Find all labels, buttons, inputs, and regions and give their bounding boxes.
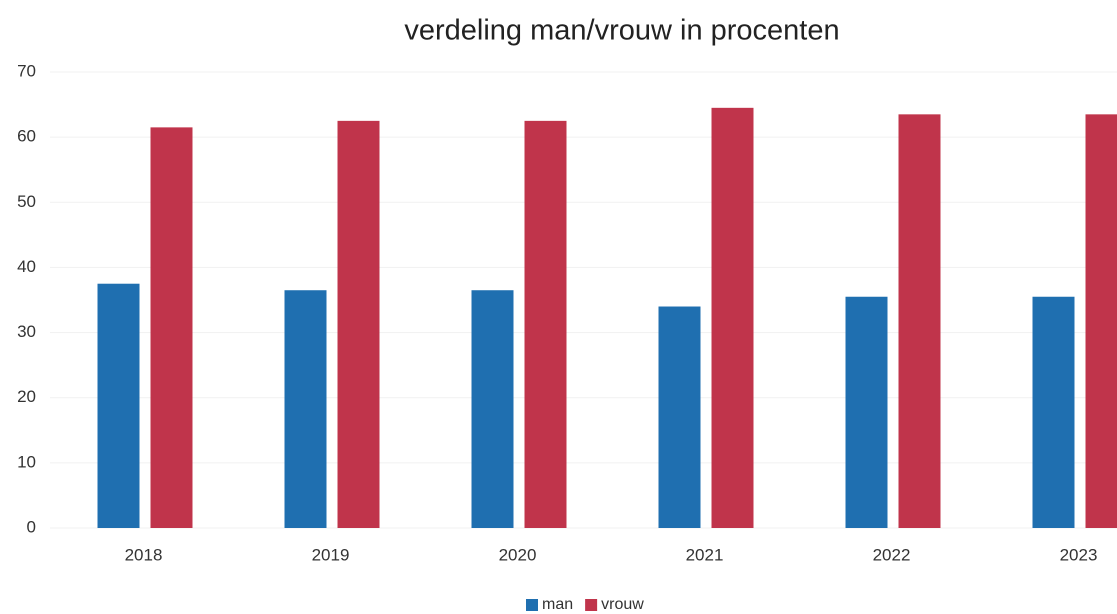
bar bbox=[471, 290, 514, 528]
bar bbox=[97, 283, 140, 528]
x-tick-label: 2021 bbox=[686, 545, 724, 564]
y-tick-label: 70 bbox=[17, 61, 36, 80]
x-tick-label: 2023 bbox=[1060, 545, 1098, 564]
y-tick-label: 0 bbox=[27, 517, 36, 536]
x-tick-label: 2019 bbox=[312, 545, 350, 564]
bar bbox=[284, 290, 327, 528]
legend-swatch bbox=[526, 599, 538, 611]
bar bbox=[658, 306, 701, 528]
y-tick-label: 60 bbox=[17, 127, 36, 146]
legend-label: man bbox=[542, 596, 573, 613]
legend-swatch bbox=[585, 599, 598, 611]
x-tick-label: 2022 bbox=[873, 545, 911, 564]
bar bbox=[150, 127, 193, 528]
bar bbox=[711, 107, 754, 528]
x-tick-label: 2018 bbox=[125, 545, 163, 564]
bar bbox=[1032, 296, 1075, 528]
bar bbox=[845, 296, 888, 528]
bar bbox=[1085, 114, 1117, 528]
bar bbox=[524, 120, 567, 528]
y-tick-label: 10 bbox=[17, 452, 36, 471]
y-tick-label: 40 bbox=[17, 257, 36, 276]
y-tick-label: 20 bbox=[17, 387, 36, 406]
bar bbox=[337, 120, 380, 528]
x-tick-label: 2020 bbox=[499, 545, 537, 564]
legend-label: vrouw bbox=[601, 596, 644, 613]
bar bbox=[898, 114, 941, 528]
y-tick-label: 50 bbox=[17, 192, 36, 211]
y-tick-label: 30 bbox=[17, 322, 36, 341]
chart-title: verdeling man/vrouw in procenten bbox=[404, 15, 839, 47]
